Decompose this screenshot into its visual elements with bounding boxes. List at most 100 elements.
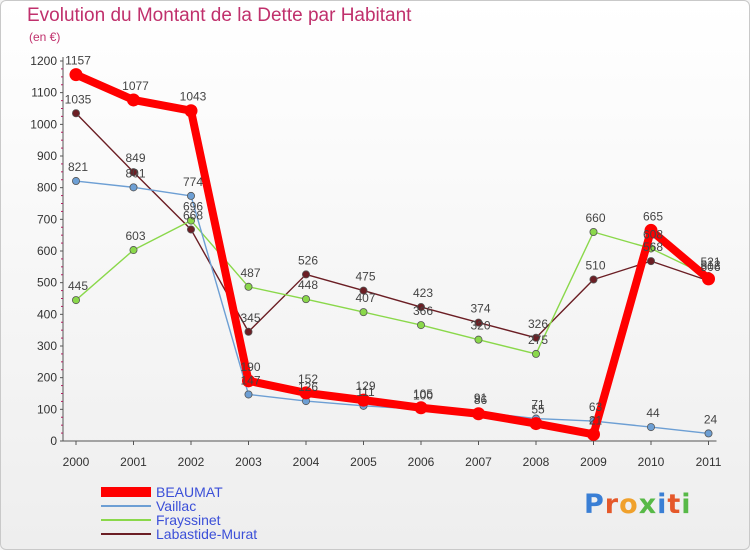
- y-tick-label: 1100: [31, 86, 57, 100]
- data-point-beaumat: [357, 393, 370, 407]
- x-tick-label: 2008: [523, 455, 550, 469]
- data-point-labastide-murat: [129, 168, 138, 177]
- data-point-vaillac: [186, 191, 195, 200]
- data-label-vaillac: 100: [413, 388, 433, 402]
- data-point-frayssinet: [72, 296, 81, 305]
- y-tick-label: 700: [37, 212, 57, 226]
- data-label-labastide-murat: 374: [470, 302, 490, 316]
- proxiti-logo: Proxiti: [584, 489, 692, 520]
- data-point-vaillac: [129, 183, 138, 192]
- y-tick-label: 600: [37, 244, 57, 258]
- y-tick-label: 500: [37, 276, 57, 290]
- data-point-beaumat: [644, 223, 658, 237]
- data-label-beaumat: 105: [413, 387, 433, 401]
- legend-label-labastide-murat: Labastide-Murat: [156, 526, 258, 542]
- chart-title: Evolution du Montant de la Dette par Hab…: [27, 5, 412, 26]
- data-point-labastide-murat: [416, 303, 425, 312]
- data-label-vaillac: 821: [68, 160, 88, 174]
- data-point-frayssinet: [589, 227, 598, 236]
- x-tick-label: 2001: [120, 455, 147, 469]
- data-label-frayssinet: 608: [643, 227, 663, 241]
- data-point-beaumat: [299, 386, 313, 400]
- data-label-vaillac: 71: [531, 398, 545, 412]
- legend-swatch-vaillac: [101, 505, 151, 507]
- data-point-vaillac: [244, 390, 253, 399]
- data-label-vaillac: 147: [240, 373, 260, 387]
- data-label-labastide-murat: 423: [413, 286, 433, 300]
- data-point-beaumat: [472, 407, 485, 421]
- x-tick-label: 2005: [350, 455, 377, 469]
- data-point-labastide-murat: [474, 318, 483, 327]
- data-label-labastide-murat: 668: [183, 208, 203, 222]
- data-label-beaumat: 129: [355, 379, 375, 393]
- x-tick-label: 2000: [63, 455, 90, 469]
- x-tick-label: 2003: [235, 455, 262, 469]
- data-label-vaillac: 801: [125, 166, 145, 180]
- data-point-labastide-murat: [244, 327, 253, 336]
- y-tick-label: 100: [37, 402, 57, 416]
- data-label-beaumat: 665: [643, 209, 663, 223]
- data-label-vaillac: 63: [589, 400, 603, 414]
- legend-swatch-beaumat: [101, 487, 151, 497]
- data-label-beaumat: 152: [298, 372, 318, 386]
- data-point-frayssinet: [129, 246, 138, 255]
- y-axis-unit: (en €): [29, 30, 61, 44]
- data-label-frayssinet: 320: [470, 319, 490, 333]
- legend-swatch-frayssinet: [101, 519, 151, 521]
- data-label-vaillac: 774: [183, 175, 203, 189]
- x-tick-label: 2010: [638, 455, 665, 469]
- data-label-beaumat: 55: [531, 403, 545, 417]
- data-label-frayssinet: 275: [528, 333, 548, 347]
- data-point-beaumat: [184, 104, 198, 118]
- data-label-labastide-murat: 326: [528, 317, 548, 331]
- x-tick-label: 2006: [408, 455, 435, 469]
- data-label-beaumat: 1043: [180, 90, 207, 104]
- data-label-labastide-murat: 1035: [65, 92, 92, 106]
- data-point-labastide-murat: [72, 109, 81, 118]
- data-label-labastide-murat: 506: [700, 260, 720, 274]
- data-point-frayssinet: [532, 349, 541, 358]
- x-tick-label: 2007: [465, 455, 492, 469]
- data-point-frayssinet: [244, 282, 253, 291]
- data-point-frayssinet: [416, 321, 425, 330]
- data-label-beaumat: 1077: [122, 79, 149, 93]
- data-label-labastide-murat: 849: [125, 151, 145, 165]
- data-point-beaumat: [529, 417, 543, 431]
- data-label-beaumat: 190: [240, 360, 260, 374]
- data-point-vaillac: [704, 429, 713, 438]
- data-label-vaillac: 24: [704, 412, 718, 426]
- data-label-frayssinet: 366: [413, 304, 433, 318]
- data-point-beaumat: [702, 272, 715, 286]
- series-layer: [69, 68, 715, 441]
- data-label-beaumat: 21: [589, 413, 603, 427]
- data-label-labastide-murat: 345: [240, 311, 260, 325]
- x-tick-label: 2009: [580, 455, 607, 469]
- legend-label-beaumat: BEAUMAT: [156, 484, 223, 500]
- data-label-labastide-murat: 568: [643, 240, 663, 254]
- data-label-frayssinet: 521: [700, 255, 720, 269]
- y-tick-label: 1000: [30, 117, 57, 131]
- data-label-vaillac: 91: [474, 391, 488, 405]
- data-label-labastide-murat: 526: [298, 253, 318, 267]
- data-label-frayssinet: 660: [585, 211, 605, 225]
- data-point-beaumat: [69, 68, 83, 82]
- data-label-vaillac: 111: [356, 385, 375, 399]
- data-label-frayssinet: 445: [68, 279, 88, 293]
- data-label-beaumat: 86: [474, 393, 488, 407]
- data-point-frayssinet: [186, 216, 195, 225]
- y-tick-label: 1200: [30, 54, 57, 68]
- data-label-vaillac: 44: [646, 406, 660, 420]
- data-label-frayssinet: 696: [183, 200, 203, 214]
- x-tick-label: 2011: [696, 455, 722, 469]
- series-line-beaumat: [72, 70, 713, 439]
- data-label-frayssinet: 448: [298, 278, 318, 292]
- data-point-vaillac: [72, 177, 81, 186]
- data-labels-layer: 1035849668345526475423374326510568506445…: [65, 54, 721, 428]
- series-line-labastide-murat: [75, 112, 710, 339]
- y-tick-label: 400: [37, 307, 57, 321]
- y-tick-label: 0: [50, 434, 57, 448]
- data-point-labastide-murat: [589, 275, 598, 284]
- series-line-vaillac: [75, 180, 710, 435]
